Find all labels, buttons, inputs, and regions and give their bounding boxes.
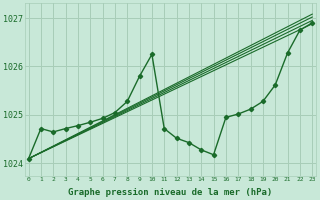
X-axis label: Graphe pression niveau de la mer (hPa): Graphe pression niveau de la mer (hPa) bbox=[68, 188, 273, 197]
